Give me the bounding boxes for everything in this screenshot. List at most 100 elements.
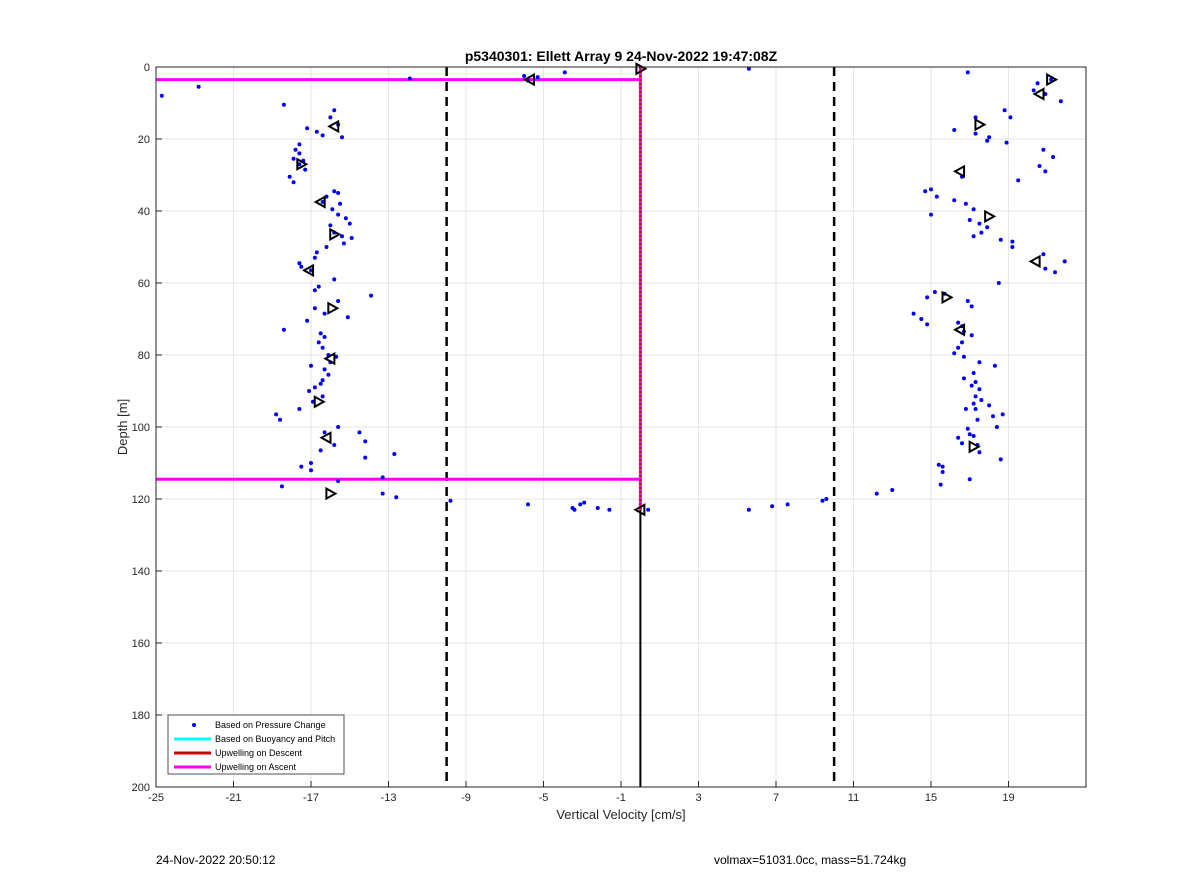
pressure-change-point [535, 75, 540, 80]
legend-box [167, 714, 345, 775]
pressure-change-point [890, 488, 895, 492]
x-tick-label: 15 [925, 792, 937, 804]
triangle-marker [1028, 254, 1041, 269]
x-tick-label: -5 [539, 792, 549, 804]
pressure-change-point [646, 507, 651, 512]
x-axis-label: Vertical Velocity [cm/s] [556, 807, 685, 822]
pressure-change-point [963, 407, 968, 411]
triangle-marker [941, 290, 954, 305]
legend-label: Based on Pressure Change [215, 720, 326, 730]
pressure-change-point [929, 212, 933, 217]
pressure-change-point [320, 345, 325, 350]
pressure-change-point [985, 138, 990, 143]
triangle-markers [296, 62, 1059, 517]
pressure-change-point [322, 430, 327, 435]
pressure-change-point [338, 201, 343, 206]
pressure-change-point [305, 126, 310, 131]
y-tick-label: 100 [132, 422, 150, 434]
triangle-marker [302, 263, 315, 278]
pressure-change-point [985, 225, 990, 230]
pressure-change-point [274, 412, 279, 417]
pressure-change-point [967, 432, 972, 437]
pressure-change-point [320, 378, 325, 383]
pressure-change-point [977, 221, 982, 226]
y-tick-label: 0 [144, 62, 150, 74]
pressure-change-point [332, 189, 337, 194]
y-tick-label: 140 [132, 566, 150, 578]
pressure-change-point [595, 506, 600, 510]
triangle-marker [522, 72, 535, 87]
pressure-change-point [196, 84, 201, 89]
pressure-change-point [309, 461, 313, 465]
pressure-change-point [956, 345, 961, 350]
pressure-change-point [336, 191, 341, 195]
pressure-change-point [324, 245, 329, 249]
triangle-marker [633, 503, 646, 517]
y-tick-label: 200 [132, 782, 150, 794]
pressure-change-point [330, 207, 335, 212]
pressure-change-point [940, 464, 945, 469]
pressure-change-point [971, 207, 976, 212]
pressure-change-point [332, 277, 337, 282]
pressure-change-point [969, 333, 974, 338]
pressure-change-point [973, 131, 978, 136]
pressure-change-point [309, 363, 313, 368]
pressure-change-point [971, 371, 976, 375]
legend-label: Upwelling on Ascent [215, 762, 297, 772]
pressure-change-point [998, 237, 1003, 242]
pressure-change-point [987, 403, 992, 408]
pressure-change-point [961, 354, 966, 359]
triangle-marker [953, 323, 966, 337]
grid [155, 66, 1086, 788]
triangle-marker [327, 301, 340, 315]
pressure-change-point [973, 407, 978, 411]
pressure-change-point [1062, 259, 1067, 264]
legend-label: Based on Buoyancy and Pitch [215, 734, 335, 744]
pressure-change-point [281, 327, 286, 332]
pressure-change-point [526, 502, 530, 507]
pressure-change-point [316, 284, 321, 289]
pressure-change-point [925, 322, 930, 327]
pressure-change-point [281, 102, 286, 107]
pressure-change-point [347, 221, 352, 226]
triangle-marker [1046, 72, 1059, 87]
pressure-change-point [971, 434, 976, 438]
pressure-change-point [363, 439, 368, 444]
pressure-change-point [965, 70, 970, 75]
pressure-change-point [967, 218, 972, 222]
pressure-change-point [332, 108, 337, 113]
pressure-change-point [1043, 266, 1048, 271]
pressure-change-point [309, 468, 313, 473]
pressure-change-point [979, 230, 984, 235]
pressure-change-point [874, 491, 879, 496]
footer-timestamp: 24-Nov-2022 20:50:12 [156, 853, 276, 867]
pressure-change-point [977, 387, 982, 392]
pressure-change-point [297, 142, 302, 147]
pressure-change-point [956, 435, 961, 440]
pressure-change-point [952, 351, 957, 356]
pressure-change-point [956, 320, 961, 325]
triangle-marker [968, 440, 981, 454]
pressure-change-point [380, 491, 385, 496]
legend: Based on Pressure Change Based on Buoyanc… [167, 714, 345, 775]
pressure-change-point [349, 236, 354, 240]
pressure-change-point [991, 414, 995, 419]
pressure-change-point [322, 335, 327, 339]
pressure-change-point [936, 462, 941, 467]
pressure-change-point [923, 189, 928, 194]
pressure-change-point [278, 417, 282, 422]
y-tick-label: 80 [138, 350, 150, 362]
triangle-marker [296, 157, 309, 171]
pressure-change-point [332, 443, 337, 447]
pressure-change-point [1041, 252, 1046, 257]
pressure-change-point [293, 147, 298, 152]
pressure-change-point [320, 200, 325, 204]
pressure-change-point [448, 498, 453, 503]
pressure-change-point [340, 234, 344, 239]
pressure-change-point [291, 180, 296, 185]
x-tick-label: 3 [695, 792, 701, 804]
pressure-change-point [952, 128, 957, 132]
x-tick-label: -1 [616, 792, 626, 804]
pressure-change-point [1031, 88, 1036, 93]
pressure-change-point [159, 93, 164, 98]
